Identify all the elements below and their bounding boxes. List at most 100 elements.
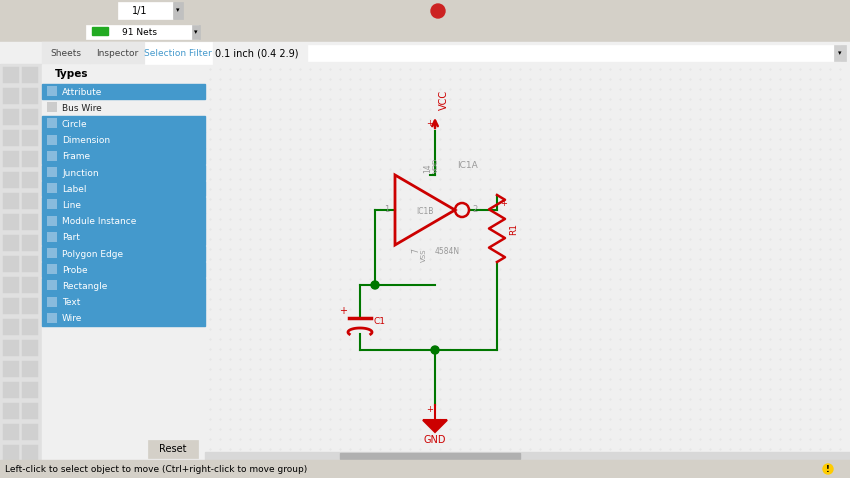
Text: +: + xyxy=(427,405,434,414)
Bar xyxy=(148,440,198,458)
Text: C1: C1 xyxy=(374,316,386,326)
Text: +: + xyxy=(427,119,434,128)
Text: Circle: Circle xyxy=(62,120,88,129)
Bar xyxy=(42,181,205,196)
Bar xyxy=(42,261,205,277)
Bar xyxy=(47,102,57,112)
Bar xyxy=(412,2,429,19)
Bar xyxy=(298,24,315,39)
Bar xyxy=(3,340,19,356)
Bar xyxy=(0,42,850,64)
Bar xyxy=(92,27,108,35)
Bar xyxy=(145,42,212,64)
Bar xyxy=(470,2,487,19)
Bar xyxy=(3,235,19,251)
Bar xyxy=(3,172,19,188)
Bar xyxy=(3,130,19,146)
Bar xyxy=(0,460,850,478)
Text: Frame: Frame xyxy=(62,152,90,162)
Bar xyxy=(42,84,205,99)
Text: 1/1: 1/1 xyxy=(133,6,148,15)
Text: 2: 2 xyxy=(472,206,477,215)
Bar xyxy=(478,24,495,39)
Bar xyxy=(268,24,285,39)
Circle shape xyxy=(823,464,833,474)
Bar xyxy=(42,116,205,131)
Bar xyxy=(248,24,265,39)
Bar xyxy=(820,462,846,476)
Bar xyxy=(22,24,39,39)
Bar xyxy=(3,2,20,19)
Bar xyxy=(22,403,38,419)
Bar xyxy=(22,193,38,209)
Bar xyxy=(22,151,38,167)
Bar xyxy=(90,42,145,64)
Bar xyxy=(358,24,375,39)
Bar xyxy=(3,24,20,39)
Bar xyxy=(22,256,38,272)
Bar xyxy=(3,424,19,440)
Text: Junction: Junction xyxy=(62,169,99,178)
Bar xyxy=(3,88,19,104)
Bar xyxy=(308,45,840,61)
Bar xyxy=(42,213,205,229)
Bar xyxy=(42,164,205,180)
Bar xyxy=(22,235,38,251)
Text: Dimension: Dimension xyxy=(62,136,110,145)
Bar xyxy=(498,24,515,39)
Bar xyxy=(205,452,850,460)
Bar xyxy=(3,214,19,230)
Bar xyxy=(192,25,200,39)
Bar xyxy=(22,109,38,125)
Bar xyxy=(47,248,57,258)
Text: Rectangle: Rectangle xyxy=(62,282,107,291)
Bar xyxy=(47,135,57,145)
Text: IC1A: IC1A xyxy=(457,161,478,170)
Bar xyxy=(3,382,19,398)
Bar xyxy=(243,2,260,19)
Bar xyxy=(460,2,477,19)
Text: VSS: VSS xyxy=(421,248,427,261)
Bar xyxy=(398,24,415,39)
Bar xyxy=(47,167,57,177)
Bar xyxy=(378,24,395,39)
Bar xyxy=(205,64,850,478)
Bar xyxy=(42,132,205,148)
Bar xyxy=(3,256,19,272)
Bar xyxy=(374,2,391,19)
Text: Probe: Probe xyxy=(62,266,88,275)
Bar xyxy=(3,361,19,377)
Text: 14: 14 xyxy=(423,163,433,173)
Bar xyxy=(458,24,475,39)
Bar xyxy=(520,2,537,19)
Bar xyxy=(62,24,79,39)
Bar xyxy=(266,2,283,19)
Text: 0.1 inch (0.4 2.9): 0.1 inch (0.4 2.9) xyxy=(215,48,298,58)
Text: 4584N: 4584N xyxy=(435,247,460,256)
Bar xyxy=(42,197,205,213)
Bar xyxy=(22,382,38,398)
Bar xyxy=(42,42,90,64)
Bar xyxy=(3,67,19,83)
Bar xyxy=(455,2,472,19)
Bar xyxy=(22,172,38,188)
Bar xyxy=(42,64,205,478)
Text: Text: Text xyxy=(62,298,81,307)
Bar xyxy=(42,310,205,326)
Bar xyxy=(22,424,38,440)
Text: Sheets: Sheets xyxy=(50,48,82,57)
Text: 91 Nets: 91 Nets xyxy=(122,28,157,36)
Text: Part: Part xyxy=(62,233,80,242)
Text: Label: Label xyxy=(62,185,87,194)
Bar xyxy=(318,24,335,39)
Bar xyxy=(3,151,19,167)
Bar xyxy=(22,277,38,293)
Bar xyxy=(83,24,100,39)
Bar xyxy=(22,361,38,377)
Bar xyxy=(47,86,57,96)
Bar xyxy=(430,2,447,19)
Bar xyxy=(94,2,111,19)
Text: VCC: VCC xyxy=(439,90,449,110)
Text: ▾: ▾ xyxy=(195,29,198,35)
Circle shape xyxy=(431,346,439,354)
